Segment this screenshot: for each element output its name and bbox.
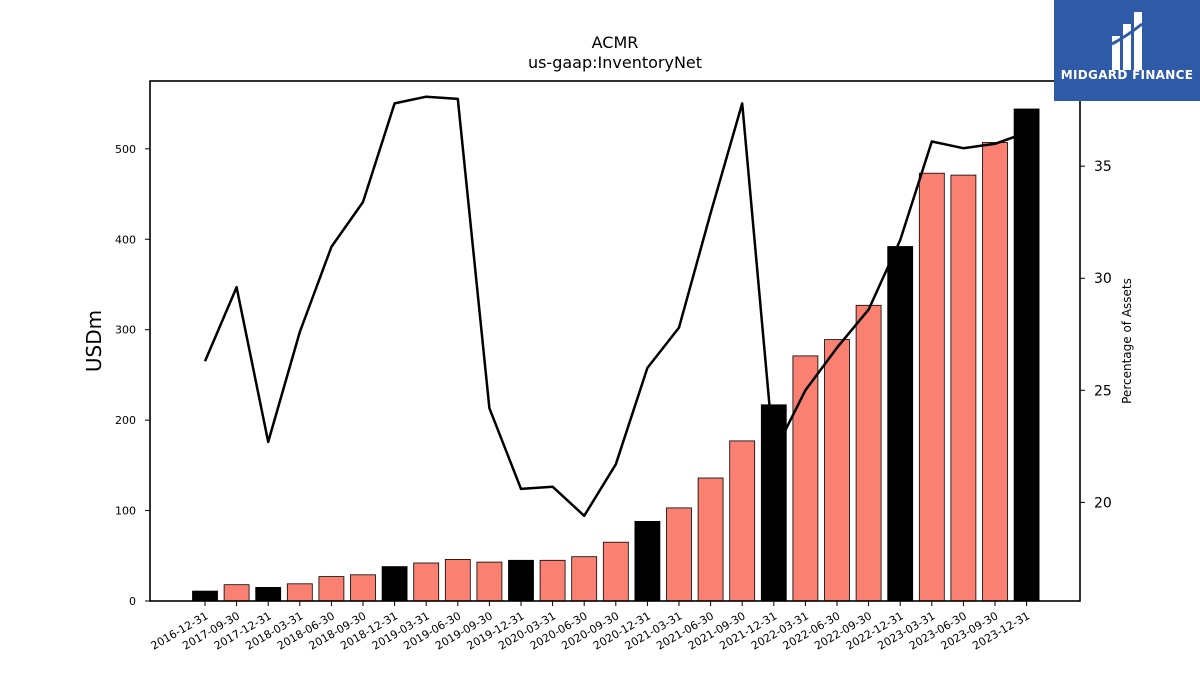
y-tick-label: 500 [115,143,136,156]
y-tick-label: 0 [129,595,136,608]
bar-2021-03-31 [666,507,692,602]
bar-2023-03-31 [918,172,945,602]
bar-2018-12-31 [381,566,408,602]
percentage-line [203,95,1028,518]
bar-2020-09-30 [602,541,629,602]
bar-2022-09-30 [855,304,882,602]
bar-2023-09-30 [982,142,1008,602]
bar-2016-12-31 [192,590,218,602]
logo-icon [1111,12,1143,70]
y2-tick-label: 30 [1094,271,1112,287]
bar-2020-03-31 [539,559,566,602]
bar-2019-03-31 [413,562,440,602]
plot-frame [149,80,1081,602]
bar-2023-06-30 [950,174,977,602]
y2-tick-label: 35 [1094,159,1112,175]
bar-2021-09-30 [729,440,756,602]
bar-2018-06-30 [318,576,345,602]
bar-2022-03-31 [792,355,819,602]
bar-2020-06-30 [571,556,598,602]
chart-title: ACMR [592,33,639,52]
bar-2017-09-30 [223,584,250,602]
bar-2018-03-31 [286,583,313,602]
y2-tick-label: 20 [1094,495,1112,511]
brand-name: MIDGARD FINANCE [1060,68,1194,82]
bar-series [192,108,1040,602]
line-series [203,95,1028,518]
bar-2023-12-31 [1013,108,1040,602]
bar-2021-06-30 [697,477,724,602]
bar-2019-12-31 [508,559,534,602]
y-tick-label: 200 [115,414,136,427]
bar-2020-12-31 [634,521,661,602]
y-tick-label: 300 [115,324,136,337]
brand-logo: MIDGARD FINANCE [1054,0,1200,101]
chart-subtitle: us-gaap:InventoryNet [528,53,702,72]
y-axis-label: USDm [82,310,106,372]
bar-2018-09-30 [350,574,376,602]
bar-2017-12-31 [255,587,282,602]
bar-2019-09-30 [476,561,503,602]
bar-2019-06-30 [444,559,471,602]
y-tick-label: 400 [115,233,136,246]
y-tick-label: 100 [115,505,136,518]
y2-axis-label: Percentage of Assets [1120,278,1134,404]
bar-2022-06-30 [824,339,850,602]
y2-tick-label: 25 [1094,383,1112,399]
bar-2022-12-31 [887,246,914,602]
